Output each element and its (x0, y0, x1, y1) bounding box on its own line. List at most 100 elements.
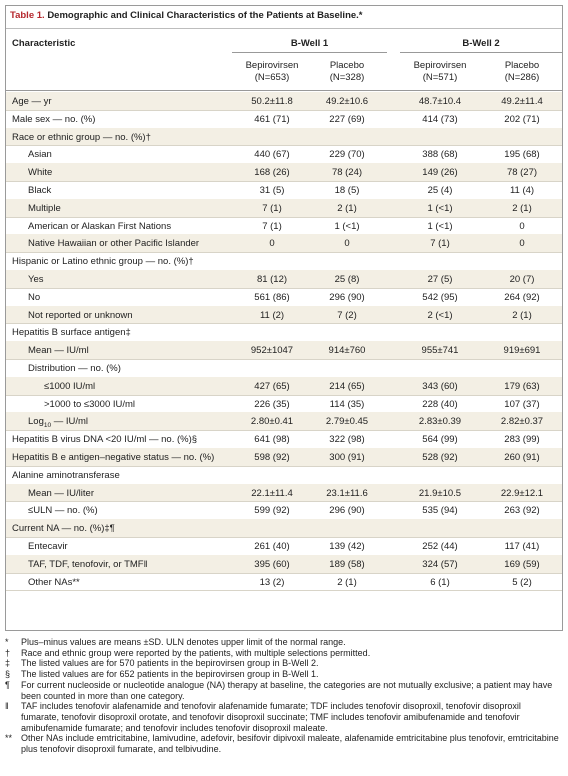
row-shade (6, 376, 562, 395)
row-label: Log10 — IU/ml (28, 416, 88, 429)
cell-value: 195 (68) (504, 149, 540, 161)
row-label: Hepatitis B surface antigen‡ (12, 327, 131, 339)
cell-value: 914±760 (328, 345, 366, 357)
cell-value: 5 (2) (512, 576, 532, 588)
cell-value: 343 (60) (422, 380, 458, 392)
row-shade (6, 412, 562, 431)
cell-value: 528 (92) (422, 452, 458, 463)
cell-value: 189 (58) (329, 558, 365, 570)
cell-value: 49.2±10.6 (325, 96, 369, 107)
cell-value: 25 (4) (427, 185, 453, 196)
row-label: Asian (28, 149, 52, 161)
cell-value: 300 (91) (329, 452, 365, 463)
footnote: † Race and ethnic group were reported by … (5, 648, 561, 659)
row-shade (6, 519, 562, 537)
footnote-symbol: * (5, 637, 9, 647)
cell-value: 2 (1) (512, 309, 532, 321)
cell-value: 107 (37) (504, 398, 540, 410)
row-rule (6, 465, 562, 467)
cell-value: 1 (<1) (427, 220, 453, 232)
column-n: (N=653) (254, 72, 290, 83)
cell-value: 139 (42) (329, 541, 365, 552)
footnote: ** Other NAs include emtricitabine, lamiv… (5, 733, 561, 754)
row-label: No (28, 291, 41, 303)
row-label: Mean — IU/liter (28, 487, 94, 499)
footnote-text: For current nucleoside or nucleotide ana… (21, 679, 553, 701)
cell-value: 23.1±11.6 (326, 487, 368, 499)
row-rule (6, 109, 562, 111)
footnote-symbol: ‡ (5, 658, 11, 669)
cell-value: 20 (7) (509, 274, 535, 285)
row-rule (6, 537, 562, 538)
header-rule (6, 90, 562, 91)
row-label: Hepatitis B virus DNA <20 IU/ml — no. (%… (12, 434, 198, 446)
cell-value: 21.9±10.5 (418, 487, 462, 499)
cell-value: 2 (1) (337, 202, 357, 214)
row-rule (6, 287, 562, 289)
row-rule (6, 501, 562, 503)
cell-value: 955±741 (421, 345, 459, 357)
footnote-symbol: † (5, 647, 11, 658)
row-shade (6, 483, 562, 502)
row-label: >1000 to ≤3000 IU/ml (44, 398, 136, 410)
row-label: Other NAs** (28, 576, 80, 588)
title-label: Table 1. (10, 10, 45, 21)
cell-value: 13 (2) (259, 576, 285, 588)
column-n: (N=328) (329, 72, 365, 83)
row-label: Black (28, 185, 52, 196)
row-rule (6, 590, 562, 592)
row-label: ≤1000 IU/ml (44, 380, 96, 392)
row-shade (6, 198, 562, 217)
table-frame (5, 5, 563, 631)
footnote-symbol: § (5, 669, 11, 680)
cell-value: 599 (92) (254, 505, 290, 517)
footnote-symbol: ** (5, 733, 13, 744)
row-label: Male sex — no. (%) (12, 113, 96, 125)
cell-value: 7 (1) (262, 202, 282, 214)
row-shade (6, 448, 562, 466)
cell-value: 114 (35) (329, 398, 365, 410)
footnote: * Plus–minus values are means ±SD. ULN de… (5, 637, 561, 648)
row-label: Race or ethnic group — no. (%)† (12, 131, 151, 143)
column-header: Bepirovirsen (413, 60, 467, 71)
cell-value: 50.2±11.8 (251, 96, 293, 107)
cell-value: 296 (90) (329, 505, 365, 517)
row-shade (6, 92, 562, 110)
row-shade (6, 234, 562, 253)
group-header: B-Well 2 (462, 38, 500, 49)
cell-value: 49.2±11.4 (501, 96, 543, 107)
cell-value: 542 (95) (422, 291, 458, 303)
label-subscript: 10 (43, 422, 52, 430)
row-rule (6, 359, 562, 360)
cell-value: 1 (<1) (334, 220, 360, 232)
footnote-text: Plus–minus values are means ±SD. ULN den… (21, 637, 346, 647)
footnote-symbol: ‖ (5, 701, 9, 712)
group-rule (400, 52, 562, 53)
cell-value: 2 (1) (512, 202, 532, 214)
cell-value: 2.80±0.41 (250, 416, 294, 428)
cell-value: 296 (90) (329, 291, 365, 303)
footnote: ‖ TAF includes tenofovir alafenamide and … (5, 701, 561, 733)
row-shade (6, 163, 562, 181)
cell-value: 2.82±0.37 (500, 416, 544, 428)
cell-value: 169 (59) (504, 558, 540, 570)
cell-value: 11 (4) (509, 185, 535, 196)
cell-value: 395 (60) (254, 558, 290, 570)
column-header: Bepirovirsen (245, 60, 299, 71)
cell-value: 0 (344, 238, 350, 250)
cell-value: 260 (91) (504, 452, 540, 463)
cell-value: 48.7±10.4 (418, 96, 462, 107)
column-n: (N=571) (422, 72, 458, 83)
cell-value: 2.79±0.45 (325, 416, 369, 428)
table-title: Table 1. Demographic and Clinical Charac… (10, 10, 363, 21)
row-label: Entecavir (28, 541, 68, 552)
cell-value: 7 (1) (262, 220, 282, 232)
cell-value: 7 (1) (430, 238, 450, 250)
title-rule (6, 28, 562, 29)
cell-value: 22.1±11.4 (251, 487, 293, 499)
cell-value: 322 (98) (329, 434, 365, 446)
cell-value: 0 (519, 220, 525, 232)
cell-value: 252 (44) (422, 541, 458, 552)
row-rule (6, 572, 562, 574)
cell-value: 952±1047 (250, 345, 294, 357)
